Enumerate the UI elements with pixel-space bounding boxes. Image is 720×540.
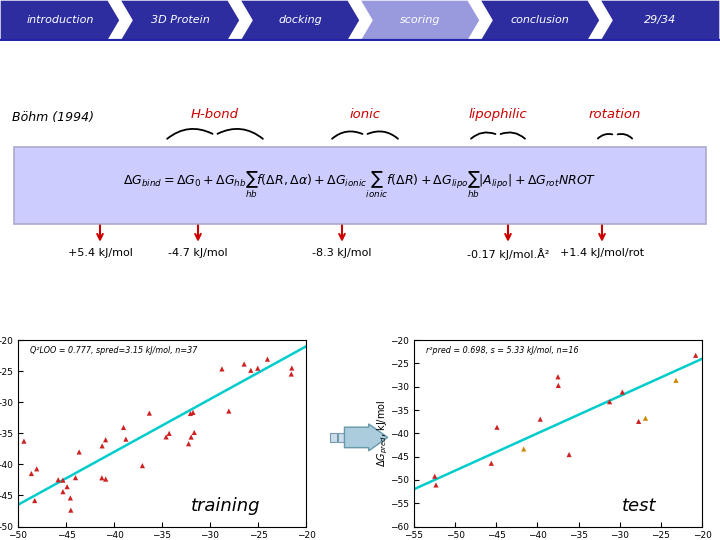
Text: Exemple of empirical SF performance: Exemple of empirical SF performance bbox=[110, 59, 610, 84]
Point bbox=[223, 407, 235, 415]
Polygon shape bbox=[240, 0, 360, 40]
Text: docking: docking bbox=[278, 15, 322, 25]
Text: $\Delta G_{bind} = \Delta G_0 + \Delta G_{hb}\sum_{hb} f(\Delta R, \Delta\alpha): $\Delta G_{bind} = \Delta G_0 + \Delta G… bbox=[123, 170, 597, 200]
Text: scoring: scoring bbox=[400, 15, 440, 25]
Point bbox=[65, 506, 76, 515]
Point bbox=[184, 409, 196, 418]
FancyArrow shape bbox=[344, 424, 387, 451]
FancyBboxPatch shape bbox=[14, 146, 706, 224]
Point bbox=[163, 429, 175, 438]
Point bbox=[143, 409, 155, 417]
Text: -8.3 kJ/mol: -8.3 kJ/mol bbox=[312, 248, 372, 258]
Point bbox=[18, 437, 30, 445]
Point bbox=[670, 376, 682, 384]
Text: conclusion: conclusion bbox=[510, 15, 570, 25]
Text: -0.17 kJ/mol.Å²: -0.17 kJ/mol.Å² bbox=[467, 248, 549, 260]
Point bbox=[292, 321, 303, 329]
Point bbox=[431, 481, 442, 489]
Point bbox=[73, 448, 85, 456]
Point bbox=[96, 442, 108, 450]
Text: +5.4 kJ/mol: +5.4 kJ/mol bbox=[68, 248, 132, 258]
Point bbox=[29, 496, 40, 505]
Point bbox=[252, 364, 264, 373]
Text: lipophilic: lipophilic bbox=[469, 107, 527, 120]
Point bbox=[120, 435, 132, 443]
Point bbox=[70, 474, 81, 482]
Text: Q²LOO = 0.777, spred=3.15 kJ/mol, n=37: Q²LOO = 0.777, spred=3.15 kJ/mol, n=37 bbox=[30, 346, 197, 355]
Point bbox=[96, 474, 107, 482]
Point bbox=[290, 329, 302, 338]
Bar bbox=[330, 433, 337, 442]
Polygon shape bbox=[480, 0, 600, 40]
Polygon shape bbox=[600, 0, 720, 40]
Point bbox=[604, 397, 616, 406]
Text: 29/34: 29/34 bbox=[644, 15, 676, 25]
Point bbox=[534, 415, 546, 423]
Point bbox=[633, 417, 644, 426]
Text: ionic: ionic bbox=[349, 107, 380, 120]
Point bbox=[189, 428, 200, 437]
Point bbox=[53, 475, 64, 484]
Point bbox=[185, 433, 197, 441]
Polygon shape bbox=[360, 0, 480, 40]
Polygon shape bbox=[0, 0, 120, 40]
Point bbox=[65, 494, 76, 502]
Point bbox=[183, 440, 194, 448]
Point bbox=[216, 364, 228, 373]
Polygon shape bbox=[120, 0, 240, 40]
Text: introduction: introduction bbox=[27, 15, 94, 25]
Point bbox=[690, 351, 701, 360]
Point bbox=[161, 433, 172, 441]
Text: r²pred = 0.698, s = 5.33 kJ/mol, n=16: r²pred = 0.698, s = 5.33 kJ/mol, n=16 bbox=[426, 346, 578, 355]
Point bbox=[552, 381, 564, 390]
Text: -4.7 kJ/mol: -4.7 kJ/mol bbox=[168, 248, 228, 258]
Point bbox=[118, 423, 130, 432]
Point bbox=[245, 366, 256, 375]
Text: 3D Protein: 3D Protein bbox=[150, 15, 210, 25]
Point bbox=[100, 475, 112, 483]
Text: test: test bbox=[621, 497, 656, 515]
Point bbox=[57, 476, 68, 484]
Point bbox=[137, 461, 148, 470]
Point bbox=[491, 423, 503, 431]
Text: +1.4 kJ/mol/rot: +1.4 kJ/mol/rot bbox=[560, 248, 644, 258]
Point bbox=[57, 487, 68, 496]
Point bbox=[238, 360, 250, 368]
Point bbox=[261, 355, 273, 363]
Point bbox=[485, 459, 497, 468]
Text: rotation: rotation bbox=[589, 107, 642, 120]
Point bbox=[286, 364, 297, 373]
Y-axis label: $\Delta G_{pred}$, kJ/mol: $\Delta G_{pred}$, kJ/mol bbox=[376, 400, 390, 467]
Point bbox=[187, 408, 199, 417]
Point bbox=[31, 464, 42, 473]
Point bbox=[427, 530, 438, 538]
Point bbox=[563, 450, 575, 459]
Point bbox=[26, 469, 37, 478]
Point bbox=[552, 373, 564, 381]
Text: H-bond: H-bond bbox=[191, 107, 239, 120]
Point bbox=[616, 388, 628, 396]
Point bbox=[286, 370, 297, 379]
Point bbox=[518, 444, 529, 453]
Point bbox=[100, 435, 112, 444]
Point bbox=[429, 472, 441, 481]
Text: Böhm (1994): Böhm (1994) bbox=[12, 111, 94, 124]
Point bbox=[639, 414, 651, 422]
Bar bbox=[338, 433, 346, 442]
Text: training: training bbox=[191, 497, 260, 515]
Point bbox=[61, 482, 73, 491]
